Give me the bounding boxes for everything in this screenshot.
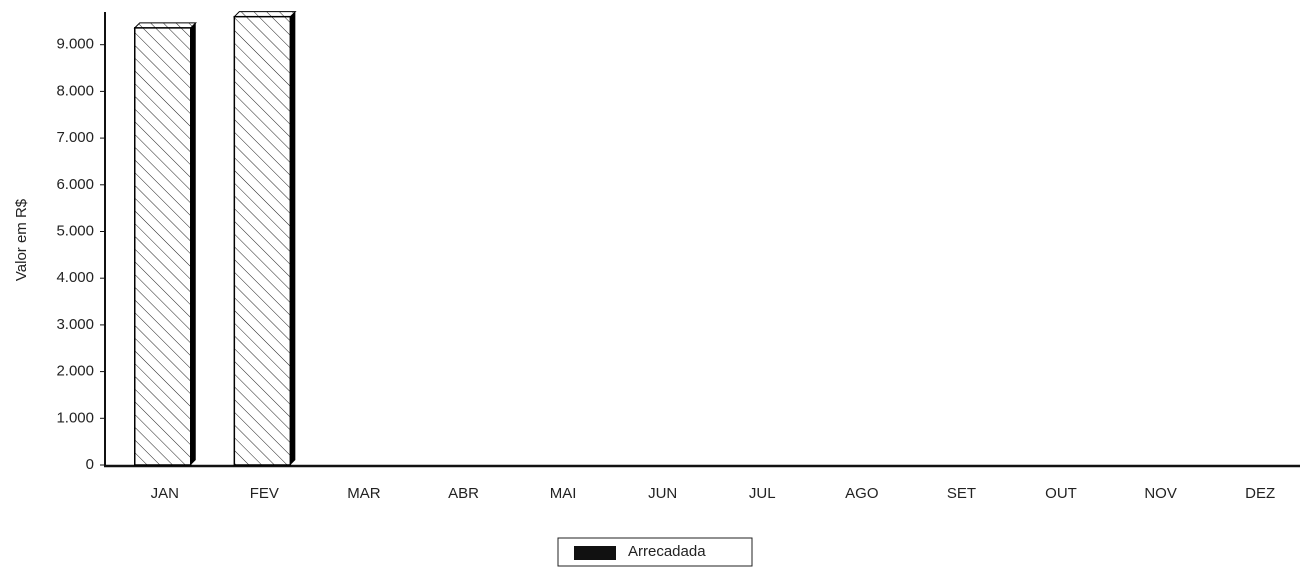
y-tick-label: 0 xyxy=(86,456,94,473)
y-tick-label: 6.000 xyxy=(56,176,94,193)
y-tick-label: 2.000 xyxy=(56,363,94,380)
x-tick-label: AGO xyxy=(845,485,878,502)
x-tick-label: JAN xyxy=(151,485,179,502)
x-tick-label: FEV xyxy=(250,485,279,502)
x-tick-label: MAI xyxy=(550,485,577,502)
y-tick-label: 1.000 xyxy=(56,409,94,426)
x-tick-label: JUL xyxy=(749,485,776,502)
x-tick-label: JUN xyxy=(648,485,677,502)
y-tick-label: 3.000 xyxy=(56,316,94,333)
x-tick-label: ABR xyxy=(448,485,479,502)
x-tick-label: OUT xyxy=(1045,485,1077,502)
x-tick-label: MAR xyxy=(347,485,381,502)
y-axis-label: Valor em R$ xyxy=(13,198,30,281)
bar xyxy=(233,15,292,466)
bar xyxy=(134,27,192,466)
bar-side xyxy=(290,11,296,465)
bar-side xyxy=(190,22,196,465)
y-tick-label: 4.000 xyxy=(56,269,94,286)
legend-label: Arrecadada xyxy=(628,543,706,560)
y-tick-label: 9.000 xyxy=(56,36,94,53)
x-tick-label: DEZ xyxy=(1245,485,1275,502)
x-tick-label: SET xyxy=(947,485,976,502)
x-tick-label: NOV xyxy=(1144,485,1177,502)
y-tick-label: 5.000 xyxy=(56,222,94,239)
legend-swatch xyxy=(574,546,616,560)
y-tick-label: 8.000 xyxy=(56,82,94,99)
y-tick-label: 7.000 xyxy=(56,129,94,146)
